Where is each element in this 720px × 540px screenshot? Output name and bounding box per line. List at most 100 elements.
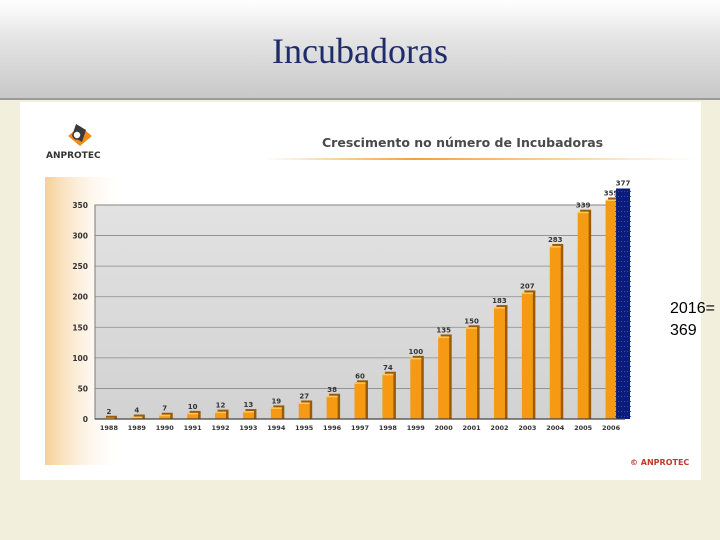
x-tick-labels: 1988 1989 1990 1991 1992 1993 1994 1995 1996 1997… [100,424,621,432]
bar-value-label: 13 [244,401,254,409]
copyright-text: © ANPROTEC [630,458,689,467]
bar [466,327,478,419]
bar [215,411,227,419]
y-tick-label: 50 [78,384,88,393]
bar [549,245,561,419]
bar [298,402,310,419]
bar-top [382,373,394,376]
highlight-bar [616,188,631,419]
bar-value-label: 339 [576,202,591,210]
y-tick-label: 200 [72,293,88,302]
x-tick-label: 1999 [407,424,426,432]
x-tick-label: 1991 [184,424,203,432]
bar-top [187,412,199,415]
bar-top [159,414,171,417]
bar [410,357,422,419]
highlight-value-label: 377 [616,179,631,187]
bar-top [242,411,254,413]
bar-value-label: 207 [520,282,535,290]
bar-value-label: 2 [107,408,112,416]
bar [159,414,171,419]
title-bar: Incubadoras [0,0,720,100]
bar [493,307,505,419]
bar [438,336,450,419]
bar-value-label: 19 [271,397,281,405]
bar-top [521,292,533,294]
y-tick-label: 0 [83,415,88,424]
x-tick-label: 1996 [323,424,342,432]
bar-value-label: 150 [464,317,479,325]
bar-top [326,395,338,398]
bar [270,407,282,419]
bar-value-label: 12 [216,402,226,410]
bar-value-label: 4 [134,407,139,415]
bar-top [605,199,617,201]
bar-top [410,357,422,360]
title-rule [265,158,695,160]
logo-mark-dot [72,130,82,140]
bar-top [298,402,310,404]
bar [354,382,366,419]
x-tick-label: 2001 [463,424,482,432]
bar [605,199,617,419]
x-tick-label: 1989 [128,424,147,432]
x-tick-label: 2006 [602,424,621,432]
bar-value-label: 60 [355,372,365,380]
bar-top [493,307,505,309]
bar-shadow [105,415,117,419]
x-tick-label: 1998 [379,424,398,432]
bar-top [438,336,450,338]
anprotec-logo: ANPROTEC [46,124,101,161]
bar-value-label: 38 [327,386,337,394]
bar-top [354,382,366,384]
bar-top [577,211,589,214]
y-tick-label: 150 [72,323,88,332]
bar-value-label: 135 [436,326,451,334]
y-tick-label: 100 [72,354,88,363]
chart-title: Crescimento no número de Incubadoras [322,135,603,150]
bar [577,211,589,419]
side-note: 2016= 369 [670,298,715,342]
x-tick-label: 2002 [490,424,508,432]
x-tick-label: 1993 [239,424,257,432]
bar-value-label: 74 [383,364,393,372]
y-tick-label: 350 [72,201,88,210]
x-tick-label: 1990 [156,424,175,432]
bar-chart: ANPROTEC Crescimento no número de Incuba… [45,124,695,467]
slide-title: Incubadoras [272,31,448,71]
bar [242,411,254,419]
x-tick-label: 1994 [267,424,286,432]
bar [187,412,199,419]
bar-value-label: 10 [188,403,198,411]
logo-text: ANPROTEC [46,151,101,161]
bar-value-label: 100 [408,348,423,356]
bar [326,395,338,419]
bar [382,373,394,419]
side-note-line1: 2016= [670,300,715,317]
bar-value-label: 183 [492,297,507,305]
bar-value-label: 27 [299,392,309,400]
bar-value-label: 359 [604,189,619,197]
x-tick-label: 1992 [211,424,229,432]
x-tick-label: 2004 [546,424,565,432]
chart-panel: ANPROTEC Crescimento no número de Incuba… [20,102,715,480]
bar-top [549,245,561,248]
bar-value-label: 7 [162,405,167,413]
side-note-line2: 369 [670,322,697,339]
x-tick-label: 2005 [574,424,593,432]
x-tick-label: 2000 [435,424,454,432]
bars: 2 4 7 10 12 13 19 27 38 60 74 100 135 150 183 207 283 339… [103,179,632,420]
x-tick-label: 2003 [518,424,536,432]
bar-top [131,416,143,419]
bar [521,292,533,419]
y-tick-label: 300 [72,232,88,241]
x-tick-label: 1988 [100,424,119,432]
y-tick-label: 250 [72,262,88,271]
x-tick-label: 1997 [351,424,369,432]
y-tick-labels: 0 50 100 150 200 250 300 350 [72,201,88,424]
bar-top [215,411,227,414]
bar-top [270,407,282,409]
bar-value-label: 283 [548,236,563,244]
x-tick-label: 1995 [295,424,314,432]
bar-top [466,327,478,329]
